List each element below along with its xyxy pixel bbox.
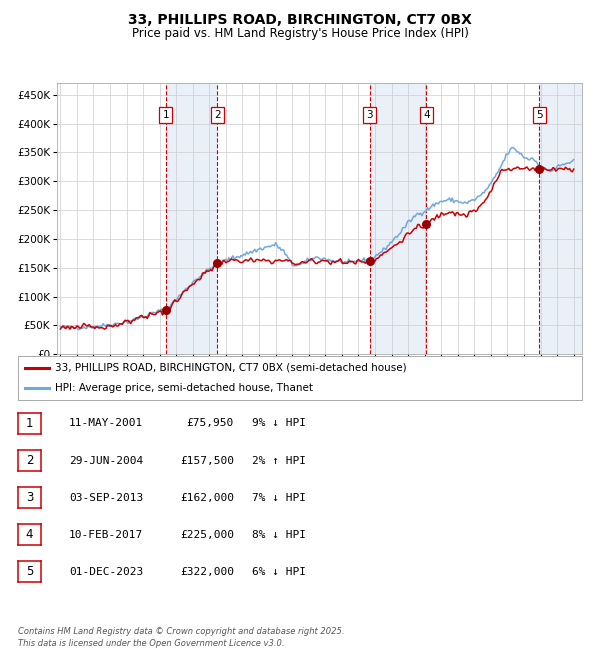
Text: 11-MAY-2001: 11-MAY-2001 <box>69 419 143 428</box>
Text: Price paid vs. HM Land Registry's House Price Index (HPI): Price paid vs. HM Land Registry's House … <box>131 27 469 40</box>
Text: 5: 5 <box>26 565 33 578</box>
Text: 2% ↑ HPI: 2% ↑ HPI <box>252 456 306 465</box>
Text: 4: 4 <box>26 528 33 541</box>
Text: 4: 4 <box>423 110 430 120</box>
Text: £225,000: £225,000 <box>180 530 234 540</box>
Text: 33, PHILLIPS ROAD, BIRCHINGTON, CT7 0BX (semi-detached house): 33, PHILLIPS ROAD, BIRCHINGTON, CT7 0BX … <box>55 363 406 373</box>
Text: 5: 5 <box>536 110 542 120</box>
Text: 7% ↓ HPI: 7% ↓ HPI <box>252 493 306 502</box>
Text: 10-FEB-2017: 10-FEB-2017 <box>69 530 143 540</box>
Text: 29-JUN-2004: 29-JUN-2004 <box>69 456 143 465</box>
Text: HPI: Average price, semi-detached house, Thanet: HPI: Average price, semi-detached house,… <box>55 383 313 393</box>
Text: 33, PHILLIPS ROAD, BIRCHINGTON, CT7 0BX: 33, PHILLIPS ROAD, BIRCHINGTON, CT7 0BX <box>128 13 472 27</box>
Text: £322,000: £322,000 <box>180 567 234 577</box>
Text: Contains HM Land Registry data © Crown copyright and database right 2025.
This d: Contains HM Land Registry data © Crown c… <box>18 627 344 648</box>
Bar <box>539 83 582 354</box>
Text: 03-SEP-2013: 03-SEP-2013 <box>69 493 143 502</box>
Text: 3: 3 <box>26 491 33 504</box>
Text: 3: 3 <box>366 110 373 120</box>
Bar <box>539 83 582 354</box>
Text: £157,500: £157,500 <box>180 456 234 465</box>
Text: £75,950: £75,950 <box>187 419 234 428</box>
Text: 8% ↓ HPI: 8% ↓ HPI <box>252 530 306 540</box>
Bar <box>166 83 217 354</box>
Text: 9% ↓ HPI: 9% ↓ HPI <box>252 419 306 428</box>
Text: 2: 2 <box>214 110 221 120</box>
Text: £162,000: £162,000 <box>180 493 234 502</box>
Text: 1: 1 <box>26 417 33 430</box>
Text: 2: 2 <box>26 454 33 467</box>
Bar <box>370 83 427 354</box>
Text: 1: 1 <box>163 110 169 120</box>
Text: 6% ↓ HPI: 6% ↓ HPI <box>252 567 306 577</box>
Text: 01-DEC-2023: 01-DEC-2023 <box>69 567 143 577</box>
